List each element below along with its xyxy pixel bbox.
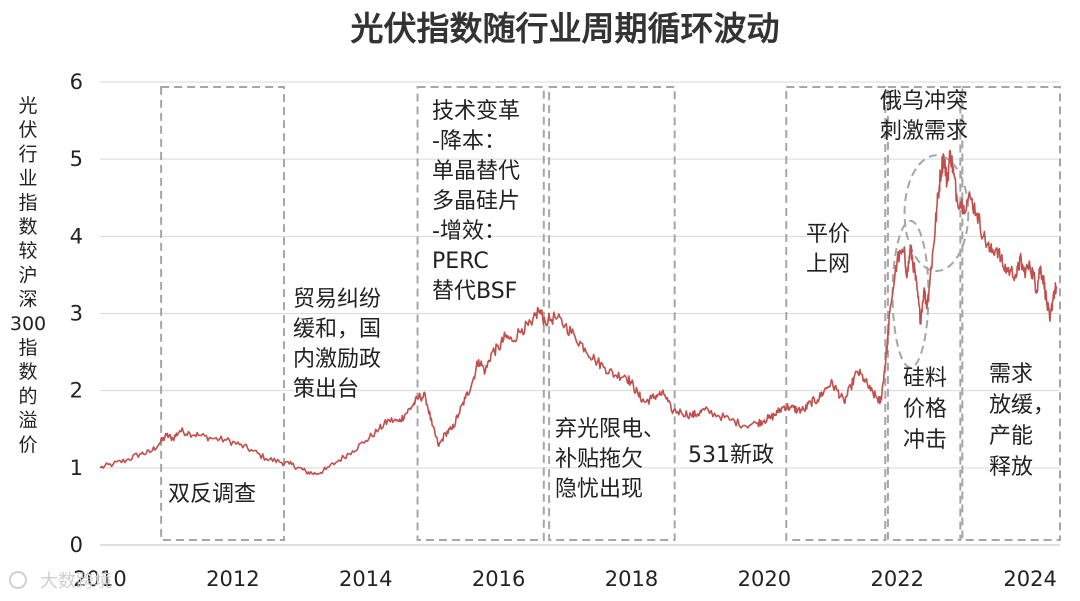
x-tick-labels: 2010 2012 2014 2016 2018 2020 2022 2024 xyxy=(73,567,1057,591)
y-axis-label-char: 价 xyxy=(18,434,37,456)
y-axis-label-char: 的 xyxy=(18,385,37,407)
y-tick-label: 0 xyxy=(70,533,83,557)
y-axis-label-char: 行 xyxy=(18,143,37,165)
chart-title: 光伏指数随行业周期循环波动 xyxy=(351,9,780,48)
annotation-tech-change: 技术变革 xyxy=(432,99,520,124)
y-axis-label-char: 数 xyxy=(18,216,37,238)
annotation-curtail: 弃光限电、 xyxy=(555,417,665,442)
y-tick-label: 3 xyxy=(70,302,83,326)
y-axis-label-char: 光 xyxy=(18,95,37,117)
x-tick-label: 2024 xyxy=(1003,567,1056,591)
series-line xyxy=(99,149,1058,476)
y-tick-label: 1 xyxy=(70,456,83,480)
annotation-tech-change: -增效： xyxy=(432,219,506,244)
annotation-demand-ease: 产能 xyxy=(989,424,1033,449)
annotation-trade-ease: 缓和，国 xyxy=(293,317,381,342)
annotation-tech-change: -降本： xyxy=(432,129,506,154)
annotation-curtail: 隐忧出现 xyxy=(555,477,643,502)
x-tick-label: 2018 xyxy=(605,567,658,591)
annotation-tech-change: 单晶替代 xyxy=(432,159,520,184)
annotation-trade-ease: 贸易纠纷 xyxy=(293,287,381,312)
annotation-demand-ease: 需求 xyxy=(989,362,1033,387)
x-tick-label: 2010 xyxy=(73,567,126,591)
x-tick-label: 2014 xyxy=(339,567,392,591)
x-tick-label: 2022 xyxy=(871,567,924,591)
y-axis-label-char: 指 xyxy=(18,192,37,214)
highlight-ellipse xyxy=(903,154,970,273)
period-box xyxy=(961,86,1062,541)
watermark-text: 大数跨境 xyxy=(40,571,112,592)
annotation-double-anti: 双反调查 xyxy=(168,482,256,507)
period-box xyxy=(160,86,286,541)
y-axis-label-char: 沪 xyxy=(18,264,37,286)
period-box xyxy=(785,86,887,541)
annotation-russia: 俄乌冲突 xyxy=(880,89,968,114)
y-axis-label-char: 溢 xyxy=(18,410,37,432)
y-axis-label-char: 业 xyxy=(18,168,37,190)
annotation-policy-531: 531新政 xyxy=(688,443,774,468)
x-tick-label: 2016 xyxy=(472,567,525,591)
annotation-silicon: 价格 xyxy=(903,397,947,422)
annotation-silicon: 冲击 xyxy=(903,428,947,453)
annotation-grid-parity: 平价 xyxy=(806,222,850,247)
y-axis-label-char: 数 xyxy=(18,361,37,383)
y-axis-label: 光伏行业指数较沪深 300 指数的溢价 xyxy=(10,95,46,456)
y-tick-labels: 0 1 2 3 4 5 6 xyxy=(70,70,83,557)
y-tick-label: 4 xyxy=(70,224,83,248)
y-axis-label-char: 伏 xyxy=(18,119,37,141)
highlight-ellipses xyxy=(891,154,970,369)
y-tick-label: 5 xyxy=(70,147,83,171)
y-tick-label: 6 xyxy=(70,70,83,94)
y-tick-label: 2 xyxy=(70,379,83,403)
annotation-trade-ease: 策出台 xyxy=(293,377,359,402)
annotation-tech-change: 替代BSF xyxy=(432,279,517,304)
period-box xyxy=(886,86,962,541)
y-axis-label-char: 指 xyxy=(18,337,37,359)
watermark-logo-icon xyxy=(9,571,27,589)
annotation-trade-ease: 内激励政 xyxy=(293,347,381,372)
period-box xyxy=(416,86,545,541)
annotation-russia: 刺激需求 xyxy=(880,119,968,144)
grid-lines xyxy=(100,81,1060,546)
series-group xyxy=(99,149,1058,476)
y-axis-label-text: 光伏行业指数较沪深 300 指数的溢价 xyxy=(10,95,46,456)
y-axis-label-char: 深 xyxy=(18,289,37,311)
annotation-demand-ease: 放缓， xyxy=(989,393,1055,418)
annotation-tech-change: 多晶硅片 xyxy=(432,189,520,214)
annotation-demand-ease: 释放 xyxy=(989,455,1033,480)
annotation-silicon: 硅料 xyxy=(903,366,947,391)
x-tick-label: 2012 xyxy=(206,567,259,591)
annotation-tech-change: PERC xyxy=(432,249,489,274)
y-axis-label-char: 较 xyxy=(18,240,37,262)
annotation-grid-parity: 上网 xyxy=(806,252,850,277)
y-axis-label-char: 300 xyxy=(10,313,46,335)
watermark: 大数跨境 xyxy=(9,571,112,592)
x-tick-label: 2020 xyxy=(738,567,791,591)
annotation-curtail: 补贴拖欠 xyxy=(555,447,643,472)
